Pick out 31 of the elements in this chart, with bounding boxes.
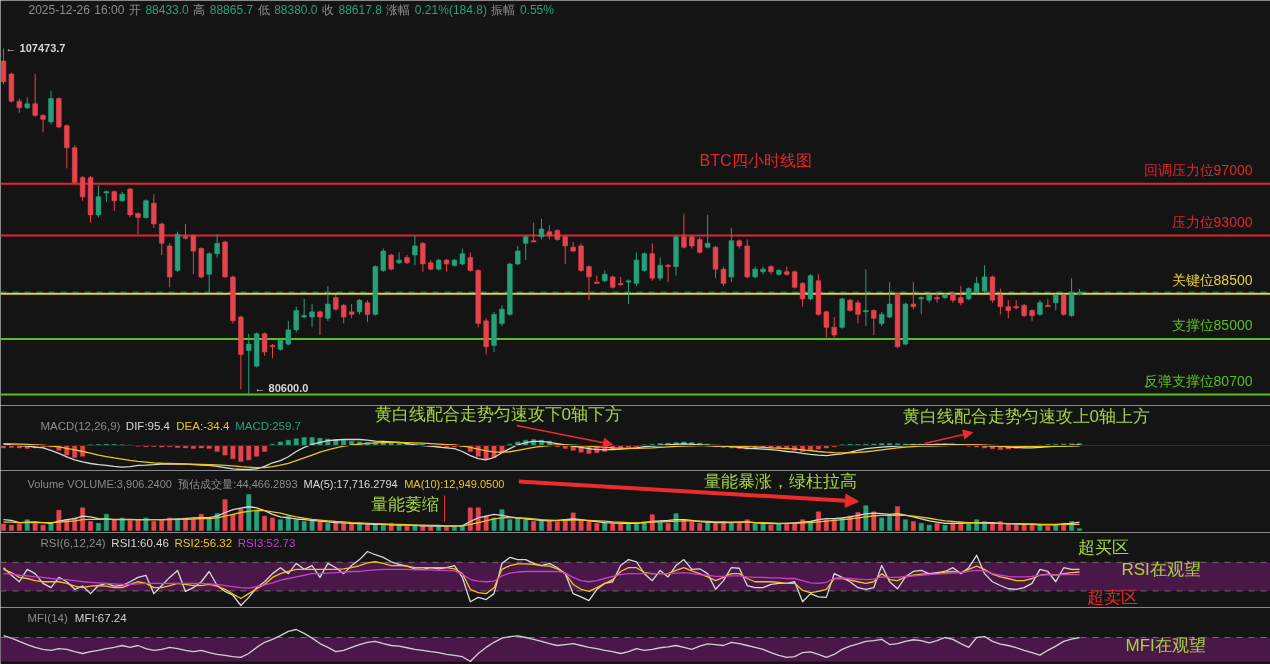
- chart-title: MFI(14): [27, 611, 68, 624]
- text: 黄白线配合走势匀速攻上0轴上方: [902, 407, 1150, 426]
- text: MFI在观望: [1125, 636, 1206, 655]
- text: 超卖区: [1086, 588, 1138, 607]
- ref-line-label: 反弹支撑位80700: [1143, 372, 1253, 389]
- chart-title: RSI(6,12,24): [40, 536, 106, 549]
- text: MA(5):17,716.2794: [303, 477, 398, 490]
- annotation: ← 107473.7: [5, 41, 66, 54]
- annotation: 超买区: [1077, 538, 1129, 557]
- text: RSI1:60.46: [111, 536, 169, 549]
- annotation: 黄白线配合走势匀速攻下0轴下方: [374, 405, 622, 424]
- series-label: MFI:67.24: [74, 611, 128, 624]
- chart-subtitle: VOLUME:3,906.2400 预估成交量:44,466.2893: [67, 477, 298, 490]
- ref-line-label: 关键位88500: [1171, 271, 1253, 288]
- ref-line-label: 回调压力位97000: [1143, 161, 1253, 178]
- text: DEA:-34.4: [176, 419, 230, 432]
- text: 量能暴涨，绿柱拉高: [703, 472, 857, 491]
- text: DIF:95.4: [125, 419, 171, 432]
- chart-title: Volume: [27, 477, 65, 490]
- text: MA(10):12,949.0500: [404, 477, 505, 490]
- text: RSI在观望: [1121, 560, 1201, 579]
- text: 2025-12-26 16:00 开 88433.0 高 88865.7 低 88380.0 收 88617.8 涨幅 0.21%(184.8) 振幅 0.55%: [28, 2, 554, 17]
- chart-title: MACD(12,26,9): [40, 419, 121, 432]
- series-label: MACD:259.7: [235, 419, 301, 432]
- ref-line-label: 支撑位85000: [1171, 316, 1253, 333]
- text: BTC四小时线图: [699, 152, 812, 169]
- text: RSI2:56.32: [174, 536, 233, 549]
- annotation: ← 80600.0: [254, 381, 309, 394]
- ref-line-label: 压力位93000: [1171, 213, 1253, 230]
- annotation: 量能萎缩: [370, 495, 439, 514]
- text: RSI3:52.73: [237, 536, 296, 549]
